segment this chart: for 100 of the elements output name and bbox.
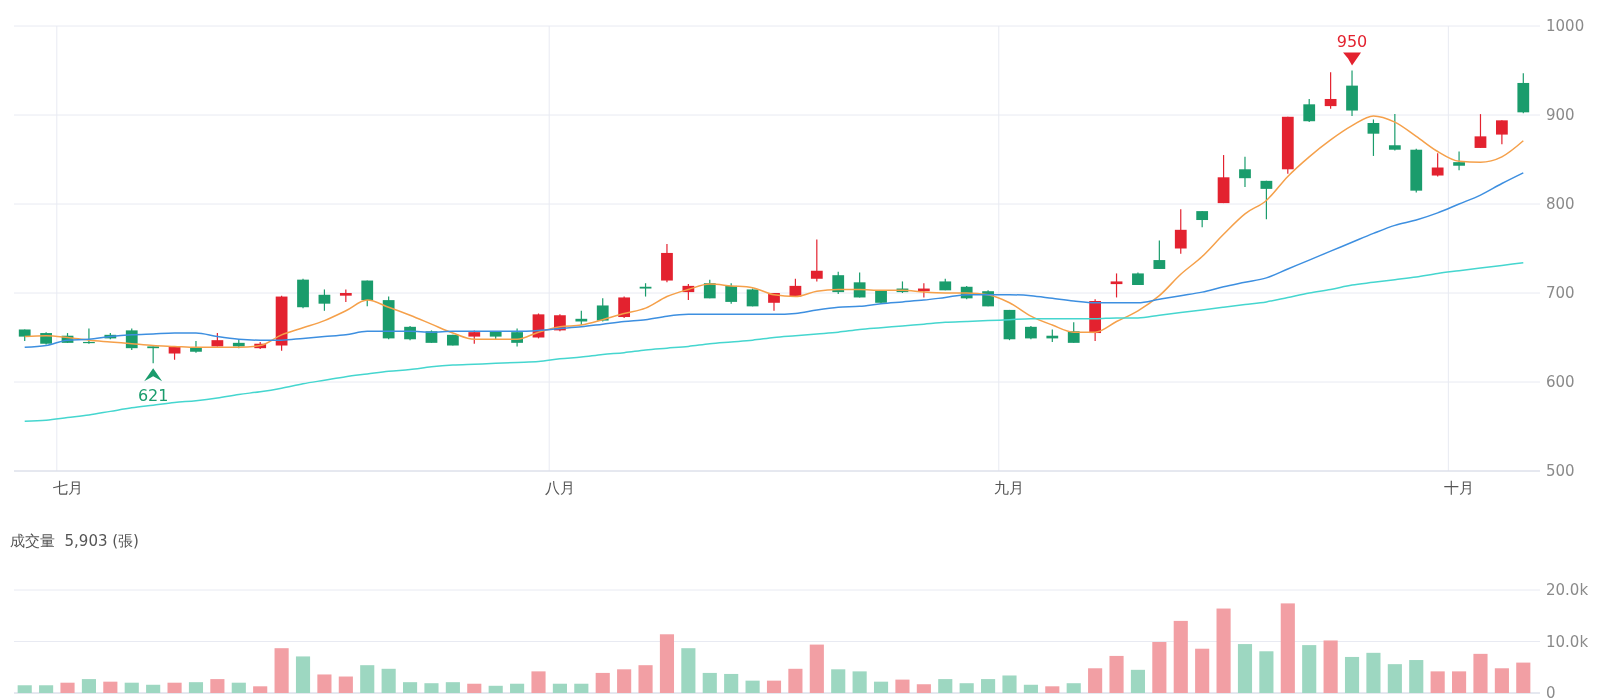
bar: [552, 683, 567, 693]
candlestick: [832, 271, 845, 295]
bar: [1302, 645, 1317, 693]
y-tick-label: 600: [1546, 373, 1575, 392]
bar: [39, 685, 54, 693]
bar: [681, 648, 696, 693]
bar: [1280, 603, 1295, 693]
candlestick: [1453, 150, 1465, 171]
candlestick: [361, 279, 374, 307]
x-tick-label: 十月: [1444, 479, 1475, 497]
bar: [1409, 660, 1424, 693]
bar: [1516, 662, 1531, 693]
bar: [1045, 686, 1060, 693]
bar: [488, 685, 503, 693]
bar: [1323, 640, 1338, 693]
candlestick: [1388, 113, 1401, 152]
bar: [938, 679, 953, 693]
bar: [167, 682, 182, 693]
bar: [531, 671, 546, 693]
bar: [724, 673, 739, 693]
line-series: [23, 172, 1525, 349]
bar: [617, 669, 632, 693]
bar: [402, 682, 418, 693]
candlestick: [1153, 239, 1166, 270]
bar: [274, 648, 289, 693]
bar: [1130, 669, 1146, 693]
bar: [831, 669, 846, 693]
bar: [1387, 664, 1402, 693]
candlestick: [1324, 71, 1337, 110]
bar: [253, 686, 268, 693]
bar: [467, 683, 482, 693]
bar: [1366, 652, 1381, 693]
candlestick: [810, 239, 823, 283]
candlestick: [318, 288, 331, 312]
bar: [317, 674, 332, 693]
candlestick: [725, 282, 738, 305]
bar: [916, 684, 931, 693]
bar: [1109, 655, 1124, 693]
bar: [1173, 620, 1188, 693]
bar: [81, 679, 96, 693]
x-tick-label: 七月: [52, 479, 83, 497]
y-tick-label: 0: [1546, 684, 1556, 700]
bar: [852, 671, 867, 693]
bar: [188, 682, 204, 693]
bar: [146, 684, 161, 693]
candlestick: [1174, 208, 1187, 255]
bar: [445, 682, 460, 693]
bar: [360, 665, 375, 693]
bar: [788, 668, 803, 693]
y-tick-label: 500: [1546, 462, 1575, 481]
bar: [210, 679, 225, 693]
bar: [1195, 648, 1210, 693]
y-tick-label: 800: [1546, 195, 1575, 214]
bar: [424, 683, 439, 693]
annotation: 621: [137, 386, 169, 406]
bar: [1452, 671, 1467, 693]
bar: [1216, 608, 1231, 693]
bar: [1002, 675, 1017, 693]
candlestick: [1239, 156, 1251, 188]
bar: [381, 668, 396, 693]
y-tick-label: 10.0k: [1546, 632, 1589, 651]
bar: [1237, 644, 1253, 693]
bar: [1494, 668, 1509, 693]
bar: [231, 682, 246, 693]
bar: [1430, 671, 1445, 693]
bar: [638, 665, 653, 693]
bar: [1088, 668, 1103, 693]
candlestick: [1496, 119, 1508, 145]
candlestick: [1303, 98, 1316, 123]
x-tick-label: 九月: [994, 479, 1025, 497]
y-tick-label: 700: [1546, 284, 1575, 303]
bar: [766, 680, 782, 693]
bar: [659, 634, 675, 693]
y-tick-label: 1000: [1546, 17, 1585, 36]
bar: [338, 676, 353, 693]
candlestick: [1367, 118, 1380, 157]
bar: [959, 683, 974, 693]
bar: [1259, 651, 1274, 693]
bar: [1066, 683, 1081, 693]
bar: [103, 681, 118, 693]
bar: [745, 680, 760, 693]
y-tick-label: 20.0k: [1546, 581, 1589, 600]
bar: [981, 679, 996, 693]
bar: [702, 672, 717, 693]
bar: [60, 682, 75, 693]
bar: [1152, 642, 1167, 693]
bar: [1023, 684, 1038, 693]
bar: [295, 656, 311, 693]
bar: [1344, 656, 1360, 693]
bar: [1473, 653, 1488, 693]
bar: [124, 682, 139, 693]
bar: [595, 672, 610, 693]
bar: [809, 644, 824, 693]
bar: [510, 683, 525, 693]
candlestick: [1260, 180, 1273, 220]
candlestick: [1474, 113, 1487, 149]
y-tick-label: 900: [1546, 106, 1575, 125]
line-series: [23, 261, 1525, 422]
bar: [873, 681, 889, 693]
bar: [574, 683, 589, 693]
